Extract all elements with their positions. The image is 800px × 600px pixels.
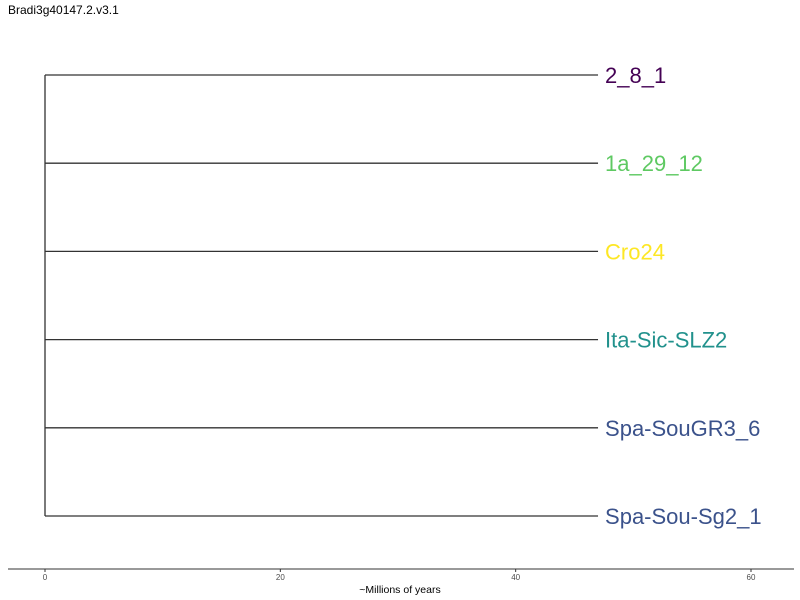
tree-branches [44,74,599,517]
tip-label: 2_8_1 [605,63,666,88]
x-axis-title: ~Millions of years [359,584,440,596]
tip-label: Ita-Sic-SLZ2 [605,328,727,353]
plot-title: Bradi3g40147.2.v3.1 [8,3,119,17]
x-tick-label: 60 [747,573,756,582]
x-tick-label: 20 [276,573,285,582]
x-tick-label: 40 [511,573,520,582]
tip-label: Spa-SouGR3_6 [605,416,760,441]
x-axis: ~Millions of years 0 20 40 60 [8,568,794,596]
tip-label: Cro24 [605,239,665,264]
tip-labels: 2_8_1 1a_29_12 Cro24 Ita-Sic-SLZ2 Spa-SouGR3… [605,63,762,529]
x-tick-label: 0 [43,573,48,582]
tip-label: 1a_29_12 [605,151,703,176]
tip-label: Spa-Sou-Sg2_1 [605,504,762,529]
